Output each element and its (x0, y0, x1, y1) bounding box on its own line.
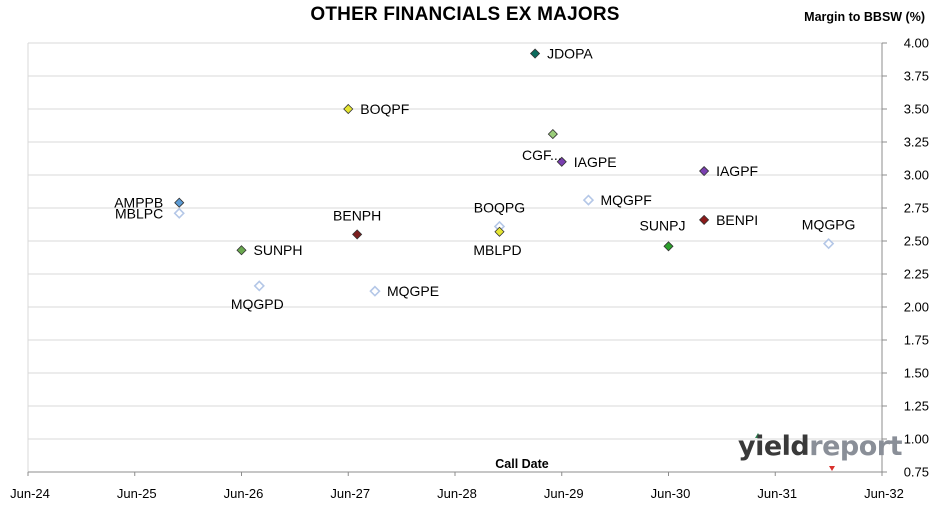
x-tick-label: Jun-28 (437, 486, 477, 501)
data-point (699, 214, 710, 225)
data-label: MQGPG (802, 217, 856, 233)
y-axis-title: Margin to BBSW (%) (804, 10, 925, 24)
x-tick-label: Jun-27 (330, 486, 370, 501)
data-label: SUNPJ (640, 217, 686, 233)
y-tick-label: 2.50 (904, 234, 929, 249)
data-label: BOQPF (360, 101, 409, 117)
data-label: BENPI (716, 212, 758, 228)
x-tick-label: Jun-31 (757, 486, 797, 501)
y-tick-label: 1.00 (904, 432, 929, 447)
data-label: MQGPF (600, 192, 651, 208)
data-point (494, 226, 505, 237)
data-label: SUNPH (254, 242, 303, 258)
x-tick-labels: Jun-24 Jun-25 Jun-26 Jun-27 Jun-28 Jun-29 Jun-… (10, 486, 904, 501)
data-point (174, 197, 185, 208)
data-point (369, 285, 381, 297)
x-tick-label: Jun-24 (10, 486, 50, 501)
x-tick-label: Jun-29 (544, 486, 584, 501)
data-point (343, 103, 354, 115)
chart-title: OTHER FINANCIALS EX MAJORS (310, 4, 620, 25)
data-label: IAGPF (716, 163, 758, 179)
logo-accent-icon (755, 433, 761, 438)
data-point (699, 165, 710, 177)
data-point (556, 156, 567, 167)
data-point (236, 245, 247, 256)
x-tick-label: Jun-30 (651, 486, 691, 501)
y-tick-label: 1.50 (904, 366, 929, 381)
data-label: MQGPD (231, 296, 284, 312)
data-point (173, 207, 185, 219)
logo-text-report: report (809, 431, 902, 462)
gridlines (27, 42, 882, 473)
y-tick-label: 3.50 (904, 102, 929, 117)
data-point (822, 238, 835, 250)
data-label: AMPPB (114, 195, 163, 211)
y-tick-label: 4.00 (904, 36, 929, 51)
y-tick-label: 1.25 (904, 399, 929, 414)
data-label: BOQPG (474, 199, 525, 215)
y-tick-label: 3.75 (904, 69, 929, 84)
y-tick-labels: 0.75 1.00 1.25 1.50 1.75 2.00 2.25 2.50 2.75 3.00… (904, 36, 929, 480)
y-tick-label: 0.75 (904, 465, 929, 480)
data-label: IAGPE (574, 154, 617, 170)
data-point (352, 229, 363, 240)
data-point (529, 48, 541, 59)
x-tick-label: Jun-26 (224, 486, 264, 501)
y-tick-label: 2.25 (904, 267, 929, 282)
data-point (253, 280, 265, 292)
data-points (173, 48, 835, 297)
y-tick-label: 2.00 (904, 300, 929, 315)
logo-marker-icon (829, 466, 835, 471)
data-label: BENPH (333, 207, 381, 223)
y-tick-label: 3.00 (904, 168, 929, 183)
data-label: MBLPD (473, 242, 521, 258)
data-point (582, 194, 595, 206)
y-tick-label: 3.25 (904, 135, 929, 150)
x-axis-title: Call Date (495, 457, 549, 471)
yieldreport-logo: yieldreport (738, 433, 902, 460)
logo-text-yield: yield (738, 431, 810, 462)
data-point (663, 241, 674, 252)
data-label: MQGPE (387, 283, 439, 299)
axes (27, 42, 887, 476)
data-label: MBLPC (115, 205, 163, 221)
data-label: JDOPA (547, 46, 593, 62)
y-tick-label: 2.75 (904, 201, 929, 216)
y-tick-label: 1.75 (904, 333, 929, 348)
data-label: CGF... (522, 147, 562, 163)
data-point (547, 129, 558, 140)
x-tick-label: Jun-25 (117, 486, 157, 501)
x-tick-label: Jun-32 (864, 486, 904, 501)
